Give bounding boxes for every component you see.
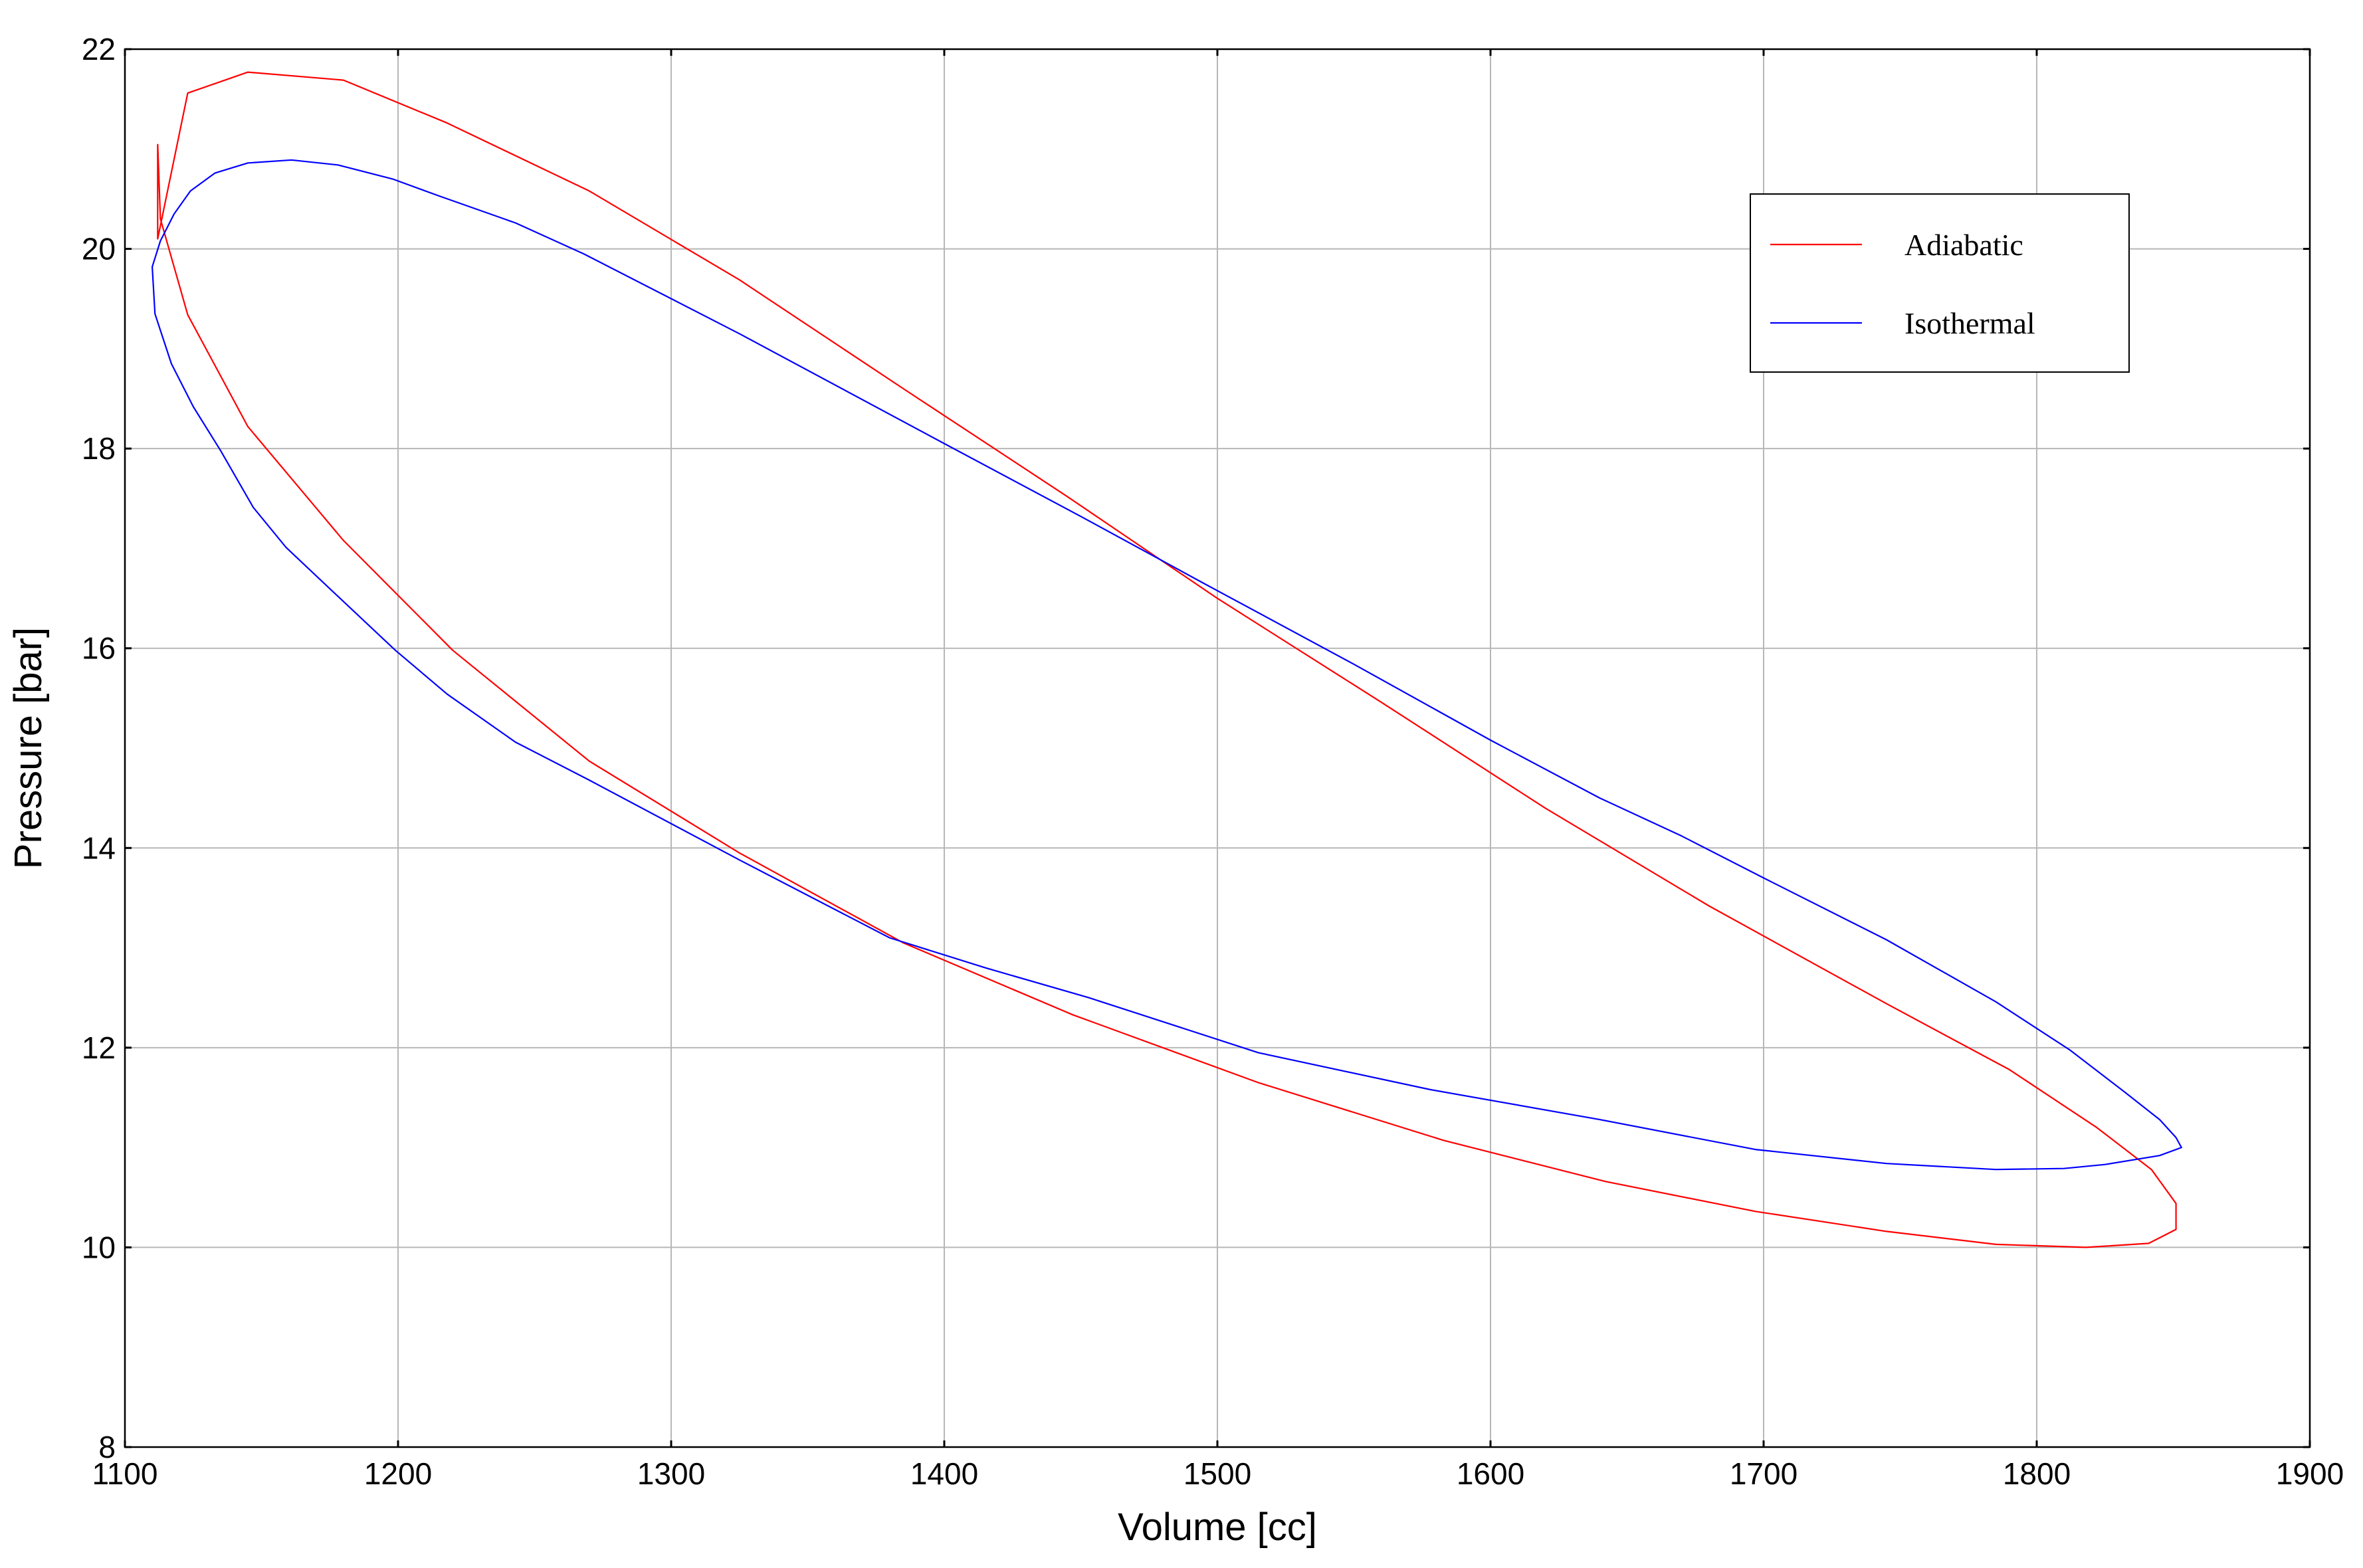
x-tick-label: 1200 <box>364 1456 432 1491</box>
x-tick-label: 1400 <box>910 1456 978 1491</box>
y-tick-label: 8 <box>98 1430 116 1464</box>
x-tick-label: 1800 <box>2003 1456 2071 1491</box>
x-axis-title: Volume [cc] <box>1118 1506 1317 1549</box>
legend-adiabatic-label: Adiabatic <box>1904 228 2023 262</box>
y-axis-title: Pressure [bar] <box>7 627 50 869</box>
y-tick-label: 10 <box>82 1230 116 1264</box>
y-tick-label: 20 <box>82 232 116 266</box>
y-tick-label: 14 <box>82 831 116 865</box>
legend-isothermal-label: Isothermal <box>1904 306 2035 340</box>
series-line-adiabatic <box>157 71 2177 1248</box>
y-tick-label: 12 <box>82 1030 116 1065</box>
x-tick-label: 1700 <box>1730 1456 1798 1491</box>
axis-ticks <box>124 48 2311 1448</box>
series-line-isothermal <box>152 159 2182 1171</box>
x-tick-label: 1300 <box>637 1456 705 1491</box>
y-tick-labels: 8 10 12 14 16 18 20 22 <box>82 32 116 1464</box>
y-tick-label: 16 <box>82 631 116 666</box>
legend-box <box>1750 193 2130 373</box>
x-tick-label: 1100 <box>92 1456 158 1491</box>
legend: Adiabatic Isothermal <box>1750 193 2130 373</box>
x-tick-labels: 1100 1200 1300 1400 1500 1600 1700 1800 1900 <box>92 1456 2344 1491</box>
x-tick-label: 1500 <box>1183 1456 1251 1491</box>
x-tick-label: 1900 <box>2276 1456 2344 1491</box>
y-tick-label: 18 <box>82 431 116 466</box>
y-tick-label: 22 <box>82 32 116 66</box>
x-tick-label: 1600 <box>1457 1456 1524 1491</box>
series-layer <box>152 71 2182 1248</box>
